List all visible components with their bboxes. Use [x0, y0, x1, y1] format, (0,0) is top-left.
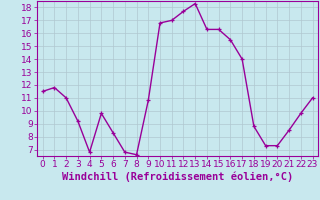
X-axis label: Windchill (Refroidissement éolien,°C): Windchill (Refroidissement éolien,°C): [62, 172, 293, 182]
